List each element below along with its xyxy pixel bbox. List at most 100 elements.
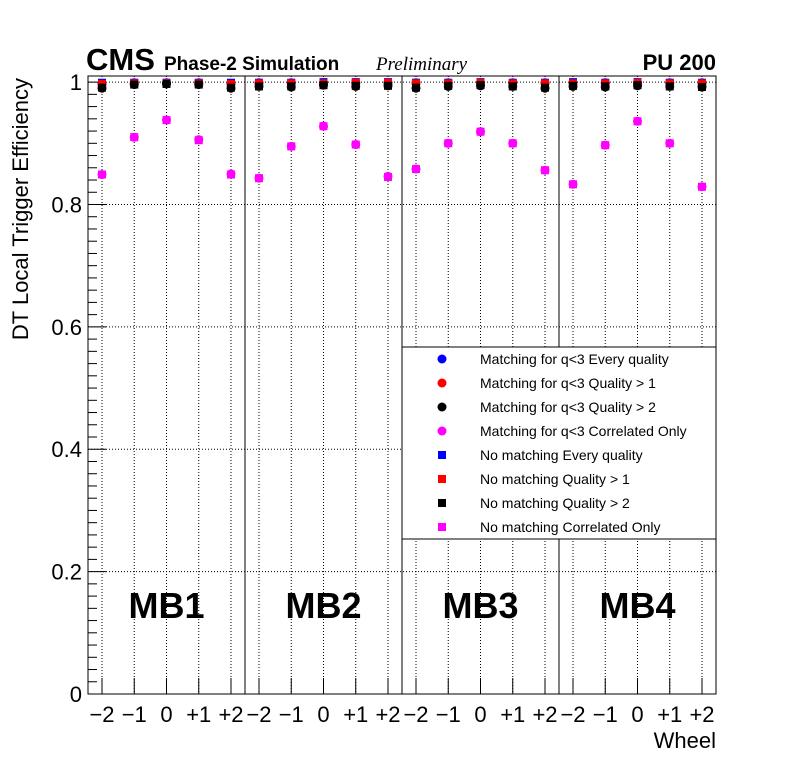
data-point-square <box>194 136 203 145</box>
axes: 00.20.40.60.81−2 −1 0 +1 +2 −2 −1 0 +1 +2 −2 −1 0 +1 +… <box>51 70 717 727</box>
data-point-square <box>665 139 674 148</box>
x-tick-label: +1 <box>186 702 211 727</box>
data-point-square <box>698 83 706 92</box>
x-tick-label: +1 <box>343 702 368 727</box>
legend-entry-label: No matching Quality > 2 <box>480 495 630 511</box>
data-point-square <box>162 116 171 125</box>
x-tick-label: 0 <box>631 702 643 727</box>
data-point-square <box>130 80 139 89</box>
legend-entry-label: Matching for q<3 Quality > 2 <box>480 399 656 415</box>
data-point-square <box>508 82 517 91</box>
data-point-square <box>444 139 453 148</box>
data-point-square <box>319 81 328 90</box>
data-point-square <box>633 81 642 90</box>
x-tick-label: 0 <box>317 702 329 727</box>
data-point-square <box>665 82 674 91</box>
data-point-square <box>384 81 392 90</box>
x-tick-label: −1 <box>279 702 304 727</box>
x-tick-label: −1 <box>122 702 147 727</box>
legend-entry-label: No matching Quality > 1 <box>480 471 630 487</box>
x-tick-label: −2 <box>560 702 585 727</box>
data-point-square <box>412 165 420 174</box>
legend-entry-label: No matching Correlated Only <box>480 519 661 535</box>
x-tick-label: −2 <box>246 702 271 727</box>
legend-marker-circle <box>437 378 447 388</box>
x-axis-title: Wheel <box>654 728 716 753</box>
data-point-square <box>287 142 296 151</box>
x-tick-label: +2 <box>689 702 714 727</box>
data-point-square <box>601 141 610 150</box>
x-tick-label: −1 <box>436 702 461 727</box>
data-point-square <box>476 81 485 90</box>
data-point-square <box>227 83 235 92</box>
data-point-square <box>255 174 263 183</box>
y-tick-label: 0.4 <box>51 437 82 462</box>
x-tick-label: +2 <box>218 702 243 727</box>
data-point-square <box>227 170 235 179</box>
data-point-square <box>476 127 485 136</box>
data-point-square <box>384 172 392 181</box>
legend-marker-circle <box>437 354 447 364</box>
data-point-square <box>569 81 577 90</box>
y-tick-label: 0.6 <box>51 315 82 340</box>
legend-marker-circle <box>437 426 447 436</box>
x-tick-label: −2 <box>89 702 114 727</box>
x-tick-label: +2 <box>532 702 557 727</box>
data-point-square <box>98 83 106 92</box>
station-label: MB2 <box>285 585 361 626</box>
data-point-square <box>255 82 263 91</box>
y-tick-label: 0.2 <box>51 560 82 585</box>
legend-entry-label: Matching for q<3 Quality > 1 <box>480 375 656 391</box>
station-label: MB1 <box>128 585 204 626</box>
data-point-square <box>351 81 360 90</box>
pileup-label: PU 200 <box>643 50 716 75</box>
data-point-square <box>633 117 642 126</box>
data-point-square <box>541 79 549 88</box>
legend: Matching for q<3 Every quality Matching f… <box>401 346 717 540</box>
y-axis-title: DT Local Trigger Efficiency <box>8 78 33 340</box>
legend-box <box>401 346 717 540</box>
data-point-square <box>541 83 549 92</box>
legend-marker-square <box>438 523 446 531</box>
y-tick-label: 1 <box>70 70 82 95</box>
legend-marker-square <box>438 499 446 507</box>
data-point-square <box>541 166 549 175</box>
data-point-square <box>412 79 420 88</box>
data-point-square <box>319 122 328 131</box>
legend-entry-label: Matching for q<3 Every quality <box>480 351 669 367</box>
data-point-square <box>569 180 577 189</box>
data-point-square <box>508 139 517 148</box>
x-tick-label: −1 <box>593 702 618 727</box>
data-point-square <box>412 83 420 92</box>
preliminary-label: Preliminary <box>375 54 468 75</box>
legend-marker-square <box>438 475 446 483</box>
y-tick-label: 0 <box>70 682 82 707</box>
x-tick-label: 0 <box>160 702 172 727</box>
simulation-label: Phase-2 Simulation <box>164 54 339 75</box>
data-point-square <box>162 79 171 88</box>
legend-entry-label: No matching Every quality <box>480 447 643 463</box>
cms-label: CMS <box>86 42 155 77</box>
data-point-square <box>98 170 106 179</box>
y-tick-label: 0.8 <box>51 192 82 217</box>
data-point-square <box>601 82 610 91</box>
x-tick-label: +1 <box>500 702 525 727</box>
data-points <box>97 78 707 192</box>
station-label: MB4 <box>599 585 675 626</box>
data-point-square <box>194 80 203 89</box>
station-labels: MB1 MB2 MB3 MB4 <box>128 585 675 626</box>
legend-marker-circle <box>437 402 447 412</box>
data-point-square <box>287 82 296 91</box>
data-point-square <box>698 182 706 191</box>
station-label: MB3 <box>442 585 518 626</box>
data-point-square <box>130 133 139 142</box>
legend-marker-square <box>438 451 446 459</box>
data-point-square <box>351 140 360 149</box>
x-tick-label: +1 <box>657 702 682 727</box>
legend-entry-label: Matching for q<3 Correlated Only <box>480 423 687 439</box>
data-point-square <box>444 81 453 90</box>
x-tick-label: 0 <box>474 702 486 727</box>
x-tick-label: −2 <box>403 702 428 727</box>
x-tick-label: +2 <box>375 702 400 727</box>
